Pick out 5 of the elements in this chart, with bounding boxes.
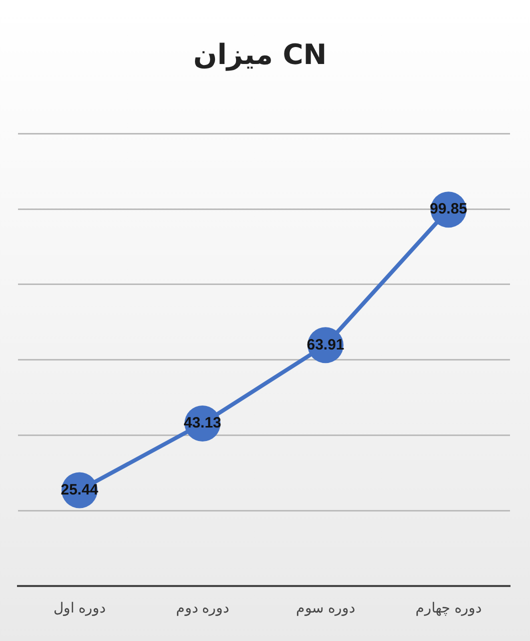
chart-title: میزان CN <box>193 38 327 72</box>
x-tick-label: دوره اول <box>54 599 106 616</box>
x-tick-label: دوره سوم <box>296 599 355 616</box>
x-tick-label: دوره دوم <box>176 599 229 616</box>
x-tick-label: دوره چهارم <box>416 599 482 616</box>
